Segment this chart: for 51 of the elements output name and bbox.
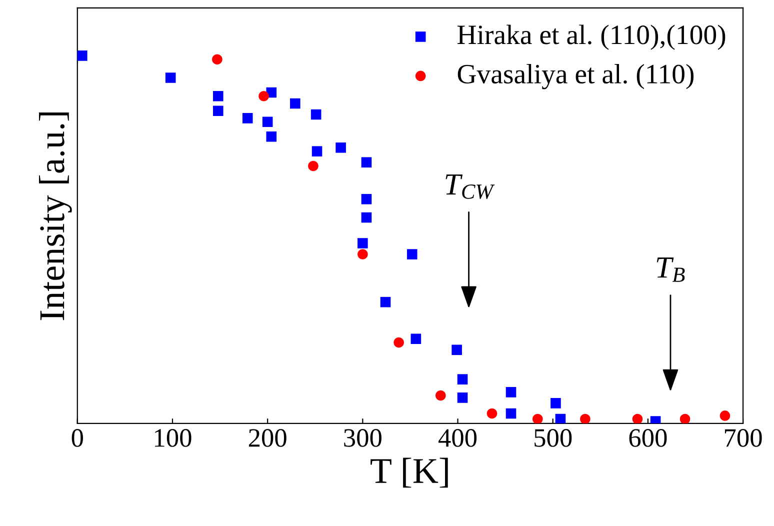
x-tick-label: 500 (534, 429, 572, 447)
legend-label: Hiraka et al. (110),(100) (457, 24, 726, 50)
point (406, 249, 418, 260)
point (410, 334, 422, 344)
point (457, 392, 468, 403)
point (380, 296, 391, 308)
point (506, 387, 516, 398)
x-tick-label: 200 (248, 429, 286, 447)
point (632, 414, 643, 424)
point (266, 131, 277, 142)
point (212, 90, 224, 102)
annotation: T$_{CW}$ (446, 174, 495, 199)
legend-label: Gvasaliya et al. (110) (458, 64, 694, 90)
point (358, 238, 368, 248)
point (312, 146, 322, 156)
point (550, 398, 561, 408)
point (361, 212, 372, 223)
x-tick-label: 0 (72, 429, 83, 447)
point (361, 157, 372, 168)
point (336, 142, 346, 153)
point (310, 109, 322, 120)
point (242, 113, 253, 124)
point (394, 337, 404, 348)
y-axis-title: Intensity [a.u.] (38, 112, 72, 320)
point (452, 344, 462, 356)
point (720, 410, 730, 421)
annotation: T$_{B}$ (656, 258, 685, 282)
x-tick-label: 300 (344, 429, 382, 447)
point (457, 374, 468, 384)
point (308, 160, 318, 172)
point (290, 98, 300, 109)
point (165, 72, 176, 83)
point (555, 414, 566, 424)
point (506, 408, 516, 419)
x-tick-label: 100 (155, 429, 192, 447)
x-tick-label: 600 (629, 429, 667, 447)
point (580, 414, 590, 424)
point (358, 249, 368, 260)
point (262, 116, 273, 128)
point (212, 106, 224, 116)
point (212, 54, 222, 65)
point (532, 414, 543, 424)
x-tick-label: 400 (438, 429, 477, 447)
point (680, 414, 690, 424)
point (77, 50, 88, 61)
point (436, 390, 446, 401)
point (486, 408, 498, 419)
point (258, 90, 269, 102)
point (361, 194, 372, 204)
x-tick-label: 700 (724, 429, 762, 447)
x-axis-title: T [K] (370, 458, 448, 488)
